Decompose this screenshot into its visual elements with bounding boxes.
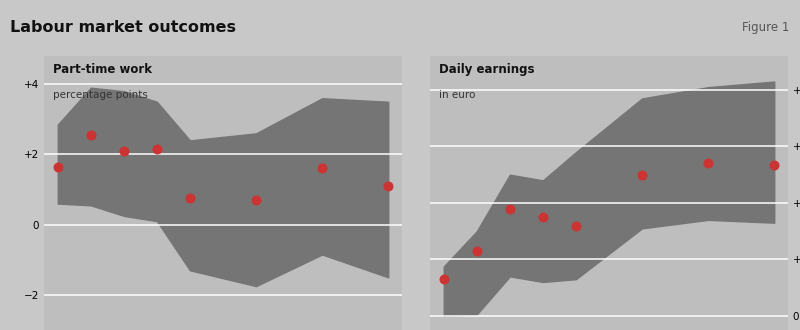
Point — [537, 214, 550, 220]
Text: Figure 1: Figure 1 — [742, 21, 790, 34]
Text: Labour market outcomes: Labour market outcomes — [10, 20, 237, 35]
Point — [702, 161, 714, 166]
Point — [250, 197, 262, 203]
Point — [183, 196, 196, 201]
Point — [316, 166, 329, 171]
Point — [503, 206, 516, 211]
Text: Part-time work: Part-time work — [53, 63, 152, 76]
Point — [51, 164, 64, 169]
Point — [438, 277, 450, 282]
Point — [768, 162, 781, 167]
Text: Daily earnings: Daily earnings — [439, 63, 534, 76]
Point — [382, 183, 394, 189]
Text: percentage points: percentage points — [53, 90, 148, 100]
Text: in euro: in euro — [439, 90, 475, 100]
Point — [150, 147, 163, 152]
Point — [118, 148, 130, 153]
Point — [636, 172, 649, 177]
Point — [470, 248, 483, 253]
Point — [85, 132, 98, 138]
Point — [570, 223, 582, 228]
